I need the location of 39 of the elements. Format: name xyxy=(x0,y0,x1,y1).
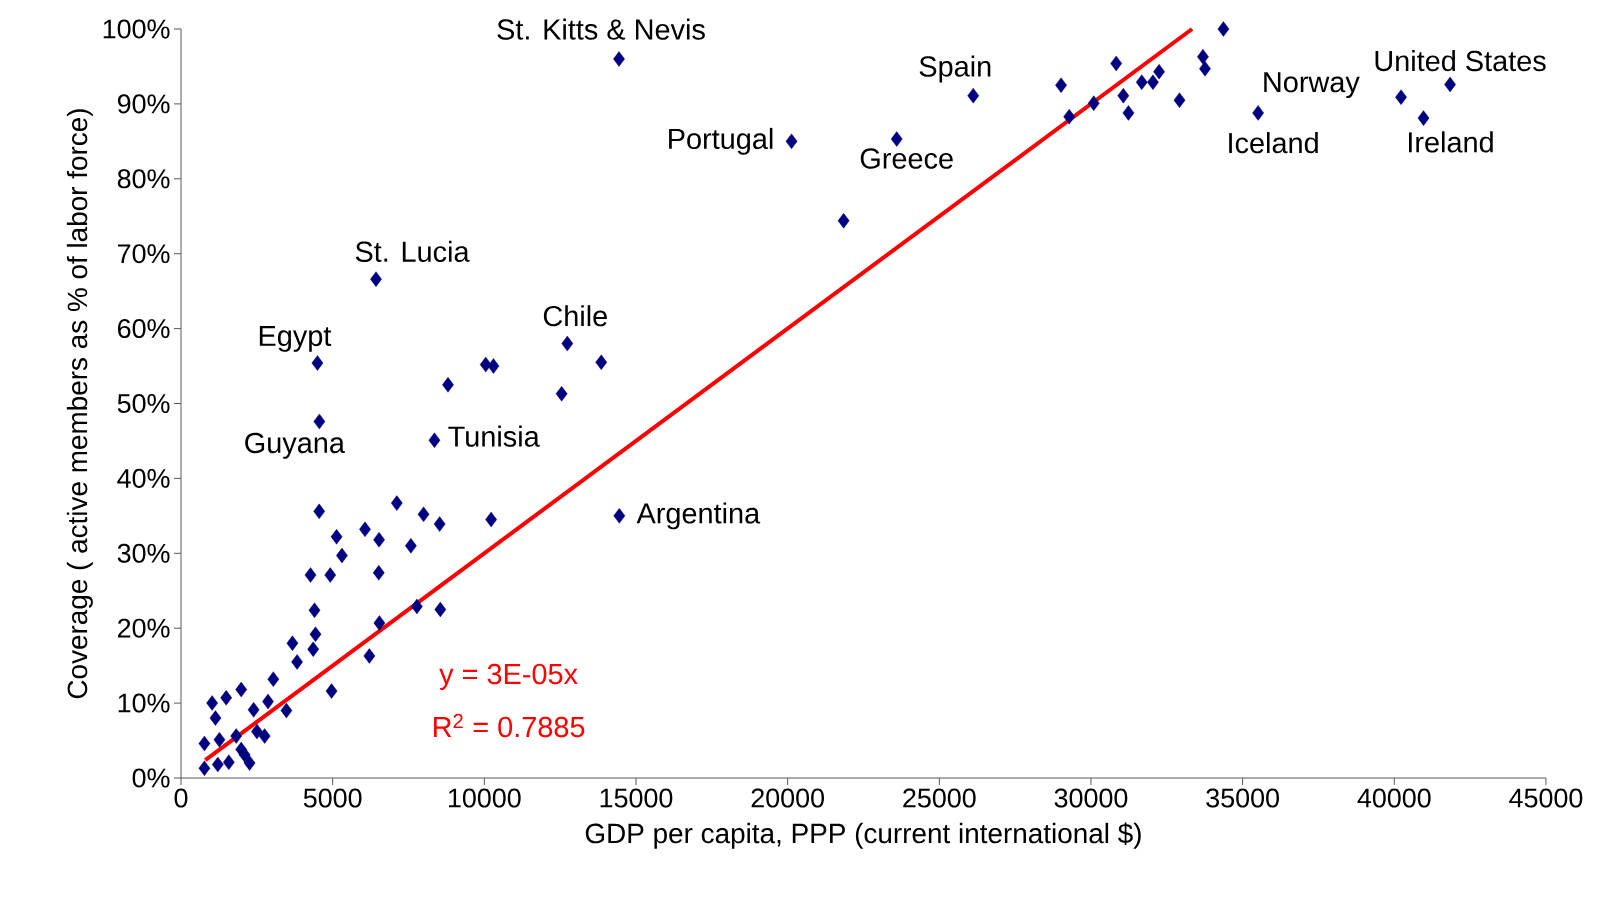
annotation: Ireland xyxy=(1409,131,1493,153)
y-tick-label: 70% xyxy=(118,244,170,264)
annotation: Chile xyxy=(543,305,607,327)
annotation: St. Kitts & Nevis xyxy=(497,18,705,40)
y-tick-label: 20% xyxy=(118,618,170,638)
annotation: Norway xyxy=(1264,72,1360,99)
annotation: R$^{2}$ = 0.7885 xyxy=(434,713,585,738)
annotation: Spain xyxy=(919,55,991,83)
annotation: y = 3E-05x xyxy=(439,663,578,690)
y-tick-label: 10% xyxy=(118,693,170,713)
x-tick-label: 0 xyxy=(174,788,188,808)
annotation: United States xyxy=(1375,50,1546,72)
x-tick-label: 10000 xyxy=(448,788,521,808)
x-tick-label: 45000 xyxy=(1509,788,1583,808)
y-tick-label: 40% xyxy=(117,468,170,488)
annotation: St. Lucia xyxy=(355,240,470,262)
annotation: Guyana xyxy=(245,432,345,459)
x-tick-label: 15000 xyxy=(600,788,673,808)
y-tick-label: 0% xyxy=(132,768,170,788)
x-tick-label: 35000 xyxy=(1206,788,1279,808)
x-axis-title: GDP per capita, PPP (current international $) xyxy=(585,822,1141,849)
y-axis-title: Coverage ( active members as % of labor force) xyxy=(66,109,93,699)
x-tick-label: 20000 xyxy=(751,788,824,808)
x-tick-label: 25000 xyxy=(903,788,976,808)
x-tick-label: 5000 xyxy=(303,788,362,808)
annotation: Portugal xyxy=(669,127,773,155)
y-tick-label: 100% xyxy=(103,19,170,39)
annotation: Argentina xyxy=(636,502,761,530)
annotation: Greece xyxy=(860,148,953,169)
y-tick-label: 80% xyxy=(117,169,170,189)
y-tick-label: 90% xyxy=(117,94,170,114)
x-tick-label: 30000 xyxy=(1054,788,1128,808)
annotation: Egypt xyxy=(259,325,332,352)
y-tick-label: 30% xyxy=(117,543,170,563)
y-tick-label: 50% xyxy=(117,393,170,414)
annotation: Tunisia xyxy=(448,425,540,447)
annotation: Iceland xyxy=(1229,132,1318,154)
y-tick-label: 60% xyxy=(118,319,170,339)
x-tick-label: 40000 xyxy=(1357,788,1431,808)
